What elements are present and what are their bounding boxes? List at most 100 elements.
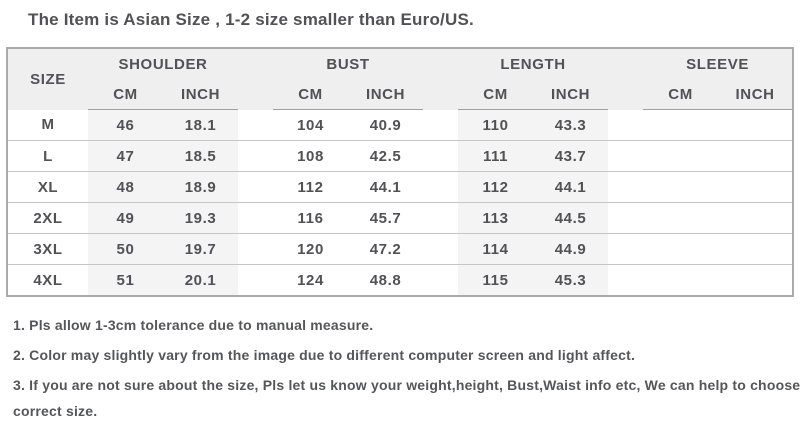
shoulder-cm-value: 47 [88, 140, 163, 172]
header-spacer [423, 48, 459, 110]
shoulder-inch-value: 18.5 [163, 140, 239, 172]
spacer [238, 171, 274, 203]
table-header: SIZE SHOULDER BUST LENGTH SLEEVE CM INCH… [7, 48, 794, 110]
sleeve-cm-value [643, 171, 719, 203]
table-row-4xl: 4XL 51 20.1 124 48.8 115 45.3 [7, 264, 794, 296]
length-cm-value: 114 [458, 233, 534, 265]
spacer [238, 202, 274, 234]
length-cm-value: 113 [458, 202, 534, 234]
size-label: L [7, 140, 88, 172]
table-row-3xl: 3XL 50 19.7 120 47.2 114 44.9 [7, 233, 794, 265]
bust-cm-value: 112 [273, 171, 349, 203]
shoulder-cm-value: 50 [88, 233, 163, 265]
bust-inch-value: 45.7 [348, 202, 424, 234]
col-header-shoulder: SHOULDER [88, 48, 239, 79]
spacer [608, 110, 643, 141]
bust-inch-value: 44.1 [348, 171, 424, 203]
spacer [423, 171, 459, 203]
sleeve-inch-value [718, 110, 793, 141]
spacer [608, 233, 644, 265]
table-row-xl: XL 48 18.9 112 44.1 112 44.1 [7, 171, 794, 203]
sleeve-cm-value [643, 264, 719, 296]
col-header-bust: BUST [273, 48, 424, 79]
shoulder-cm-value: 49 [88, 202, 163, 234]
size-label: XL [7, 171, 88, 203]
shoulder-cm-header: CM [88, 79, 163, 110]
col-header-size: SIZE [7, 48, 88, 110]
spacer [608, 140, 644, 172]
note-3: 3. If you are not sure about the size, P… [13, 377, 801, 419]
shoulder-cm-value: 46 [88, 109, 163, 141]
shoulder-inch-header: INCH [163, 79, 239, 110]
shoulder-inch-value: 18.1 [163, 109, 239, 141]
bust-inch-value: 40.9 [369, 116, 402, 134]
sleeve-inch-value [718, 264, 794, 296]
length-cm-value: 111 [458, 140, 534, 172]
bust-cm-header: CM [273, 79, 349, 110]
length-inch-value: 44.5 [533, 202, 609, 234]
note-1: 1. Pls allow 1-3cm tolerance due to manu… [13, 317, 374, 333]
length-cm-value: 110 [458, 109, 534, 141]
length-inch-value: 43.3 [533, 109, 609, 141]
shoulder-inch-value: 19.7 [163, 233, 239, 265]
note-2: 2. Color may slightly vary from the imag… [13, 347, 636, 363]
spacer [423, 233, 459, 265]
size-label: M [41, 116, 55, 134]
bust-cm-value: 104 [297, 116, 324, 134]
bust-inch-value: 48.8 [348, 264, 424, 296]
length-inch-value: 44.9 [533, 233, 609, 265]
bust-inch-header: INCH [348, 79, 424, 110]
table-row-m: M 46 18.1 104 40.9 110 43.3 [7, 109, 793, 141]
sleeve-cm-header: CM [643, 79, 719, 110]
col-header-sleeve: SLEEVE [643, 48, 794, 79]
bust-cm-value: 116 [273, 202, 349, 234]
spacer [423, 264, 459, 296]
length-cm-header: CM [458, 79, 534, 110]
table-body: M 46 18.1 104 40.9 110 43.3 L 47 18.5 10… [7, 109, 794, 296]
spacer [608, 171, 644, 203]
bust-cm-value: 120 [273, 233, 349, 265]
length-inch-value: 43.7 [533, 140, 609, 172]
sleeve-cm-value [643, 202, 719, 234]
spacer [238, 140, 274, 172]
col-header-length: LENGTH [458, 48, 609, 79]
size-table: SIZE SHOULDER BUST LENGTH SLEEVE CM INCH… [6, 47, 795, 297]
shoulder-cm-value: 51 [88, 264, 163, 296]
spacer [608, 264, 644, 296]
spacer [238, 233, 274, 265]
sleeve-inch-header: INCH [718, 79, 794, 110]
sleeve-cm-value [643, 140, 719, 172]
shoulder-inch-value: 20.1 [163, 264, 239, 296]
length-cm-value: 115 [458, 264, 534, 296]
spacer [423, 140, 459, 172]
bust-inch-value: 47.2 [348, 233, 424, 265]
header-spacer [238, 48, 274, 110]
spacer [423, 202, 459, 234]
sleeve-inch-value [718, 171, 794, 203]
size-label: 3XL [7, 233, 88, 265]
spacer [238, 264, 274, 296]
sleeve-inch-value [718, 202, 794, 234]
size-label: 4XL [7, 264, 88, 296]
shoulder-cm-value: 48 [88, 171, 163, 203]
sleeve-inch-value [718, 233, 794, 265]
shoulder-inch-value: 18.9 [163, 171, 239, 203]
table-row-2xl: 2XL 49 19.3 116 45.7 113 44.5 [7, 202, 794, 234]
size-chart-page: The Item is Asian Size , 1-2 size smalle… [0, 9, 806, 424]
spacer [608, 202, 644, 234]
sleeve-cm-value [643, 233, 719, 265]
spacer [423, 110, 458, 141]
length-inch-header: INCH [533, 79, 609, 110]
sleeve-cm-value [643, 110, 718, 141]
table-row-l: L 47 18.5 108 42.5 111 43.7 [7, 140, 794, 172]
bust-cm-value: 124 [273, 264, 349, 296]
length-cm-value: 112 [458, 171, 534, 203]
unit-header-row: CM INCH CM INCH CM INCH CM INCH [7, 79, 794, 110]
shoulder-inch-value: 19.3 [163, 202, 239, 234]
sleeve-inch-value [718, 140, 794, 172]
size-label: 2XL [7, 202, 88, 234]
page-title: The Item is Asian Size , 1-2 size smalle… [28, 10, 474, 29]
length-inch-value: 45.3 [533, 264, 609, 296]
group-header-row: SIZE SHOULDER BUST LENGTH SLEEVE [7, 48, 794, 110]
spacer [238, 110, 273, 141]
